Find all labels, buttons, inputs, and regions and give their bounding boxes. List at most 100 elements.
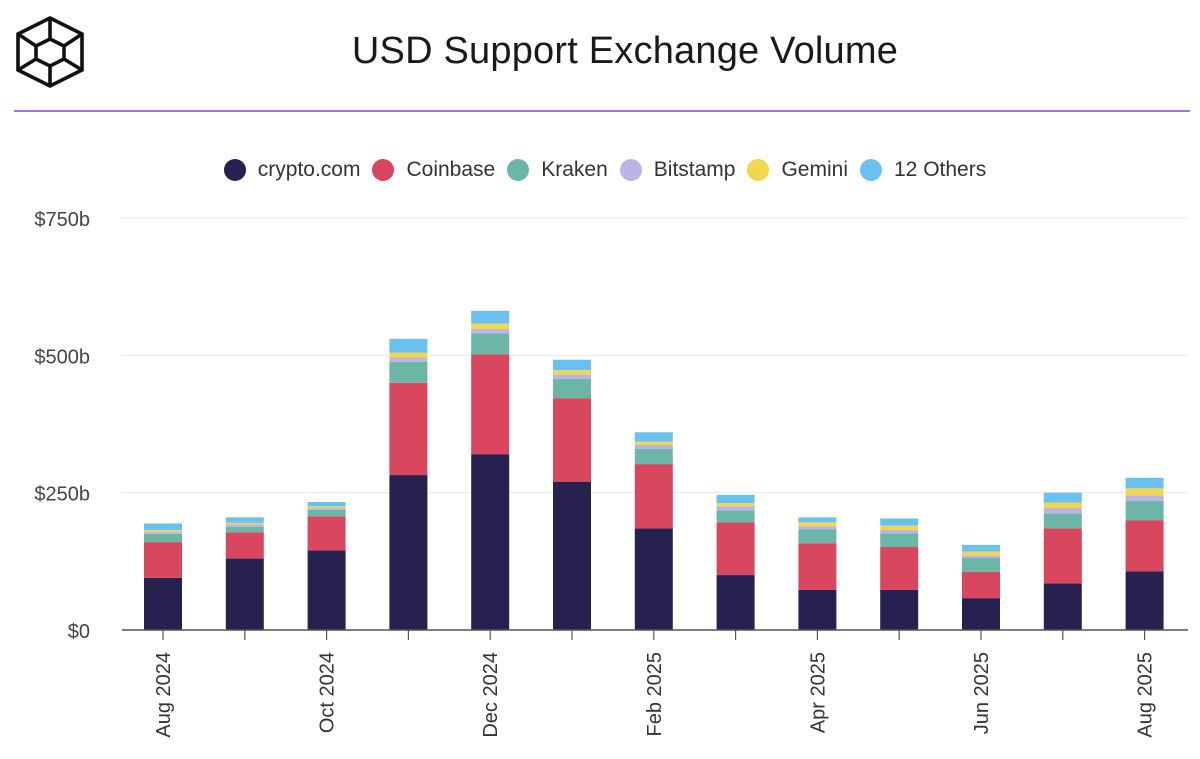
bar-segment — [144, 577, 182, 630]
bar-segment — [1125, 488, 1164, 496]
bar-segment — [962, 544, 1000, 552]
bar-segment — [962, 598, 1000, 630]
bar-segment — [634, 441, 673, 445]
bar-segment — [1125, 495, 1164, 501]
chart-legend: crypto.com Coinbase Kraken Bitstamp Gemini 12… — [0, 154, 1200, 186]
bar-segment — [225, 517, 264, 523]
bar-segment — [225, 522, 264, 525]
bar-segment — [880, 547, 919, 590]
cube-logo-icon — [16, 15, 84, 89]
legend-item[interactable]: Kraken — [507, 158, 608, 182]
bar-segment — [307, 516, 346, 551]
y-tick-label: $500b — [34, 346, 90, 368]
bar-segment — [716, 503, 755, 507]
legend-swatch — [507, 159, 530, 181]
bar-segment — [471, 323, 510, 329]
bar-segment — [716, 506, 755, 511]
bar-segment — [389, 352, 428, 358]
bar-segment — [1125, 520, 1164, 572]
legend-swatch — [860, 159, 882, 181]
bar-segment — [389, 382, 428, 476]
legend-swatch — [747, 159, 770, 181]
bar-segment — [389, 361, 428, 383]
bar-segment — [553, 398, 591, 482]
bar-segment — [225, 524, 264, 527]
bar-segment — [798, 522, 837, 527]
bar-segment — [553, 370, 591, 375]
bar-segment — [798, 589, 837, 630]
bar-segment — [144, 533, 182, 543]
bar-segment — [144, 530, 182, 532]
y-tick-label: $250b — [34, 484, 90, 506]
bar-segment — [225, 526, 264, 533]
x-tick-label: Aug 2025 — [1135, 652, 1157, 738]
bar-segment — [307, 509, 346, 517]
legend-item[interactable]: 12 Others — [860, 158, 986, 182]
x-tick-label: Aug 2024 — [153, 652, 175, 738]
bar-segment — [307, 506, 346, 509]
bar-segment — [471, 328, 510, 334]
bar-segment — [471, 354, 510, 455]
legend-label: crypto.com — [257, 158, 361, 181]
legend-item[interactable]: Bitstamp — [619, 158, 736, 182]
legend-swatch — [372, 159, 395, 181]
bar-segment — [634, 528, 673, 630]
bar-segment — [553, 481, 591, 630]
bar-segment — [880, 533, 919, 548]
bar-segment — [962, 571, 1000, 599]
page-title: USD Support Exchange Volume — [351, 30, 899, 72]
legend-label: Gemini — [781, 158, 848, 181]
bar-segment — [634, 444, 673, 449]
bar-segment — [716, 510, 755, 523]
bar-segment — [1125, 571, 1164, 630]
x-tick-label: Oct 2024 — [317, 652, 339, 733]
bar-segment — [634, 464, 673, 529]
bar-segment — [1043, 528, 1082, 584]
x-tick-label: Dec 2024 — [480, 652, 502, 738]
bar-segment — [798, 529, 837, 544]
bar-segment — [471, 333, 510, 355]
bar-segment — [880, 525, 919, 531]
bar-segment — [880, 589, 919, 630]
x-tick-label: Apr 2025 — [807, 652, 829, 733]
bar-segment — [144, 542, 182, 578]
bar-segment — [1043, 508, 1082, 514]
bar-segment — [1125, 500, 1164, 521]
bar-segment — [307, 550, 346, 630]
legend-item[interactable]: Coinbase — [372, 158, 495, 182]
bar-segment — [716, 522, 755, 576]
bar-segment — [144, 523, 182, 531]
legend-label: Bitstamp — [653, 158, 736, 181]
y-tick-label: $750b — [34, 209, 90, 231]
bar-segment — [880, 518, 919, 526]
x-tick-label: Jun 2025 — [971, 652, 993, 734]
bar-segment — [962, 555, 1000, 559]
bar-segment — [1125, 477, 1164, 489]
bar-segment — [307, 508, 346, 510]
bar-segment — [962, 558, 1000, 572]
bar-segment — [962, 551, 1000, 556]
bar-segment — [798, 517, 837, 523]
bar-segment — [798, 543, 837, 590]
legend-swatch — [223, 159, 246, 181]
legend-item[interactable]: Gemini — [747, 158, 848, 182]
bar-segment — [389, 475, 428, 630]
bar-segment — [880, 530, 919, 534]
bar-segment — [553, 378, 591, 399]
bar-segment — [716, 575, 755, 630]
bar-segment — [1043, 502, 1082, 509]
title-divider — [14, 110, 1190, 112]
bar-segment — [471, 310, 510, 324]
bar-segment — [144, 531, 182, 534]
bar-segment — [389, 357, 428, 362]
legend-swatch — [619, 159, 642, 181]
bar-segment — [1043, 492, 1082, 503]
bar-segment — [389, 338, 428, 353]
bar-segment — [1043, 513, 1082, 529]
bar-segment — [634, 448, 673, 465]
x-tick-label: Feb 2025 — [644, 652, 666, 737]
legend-item[interactable]: crypto.com — [223, 158, 361, 182]
legend-label: Kraken — [541, 158, 608, 181]
legend-label: Coinbase — [406, 158, 496, 181]
